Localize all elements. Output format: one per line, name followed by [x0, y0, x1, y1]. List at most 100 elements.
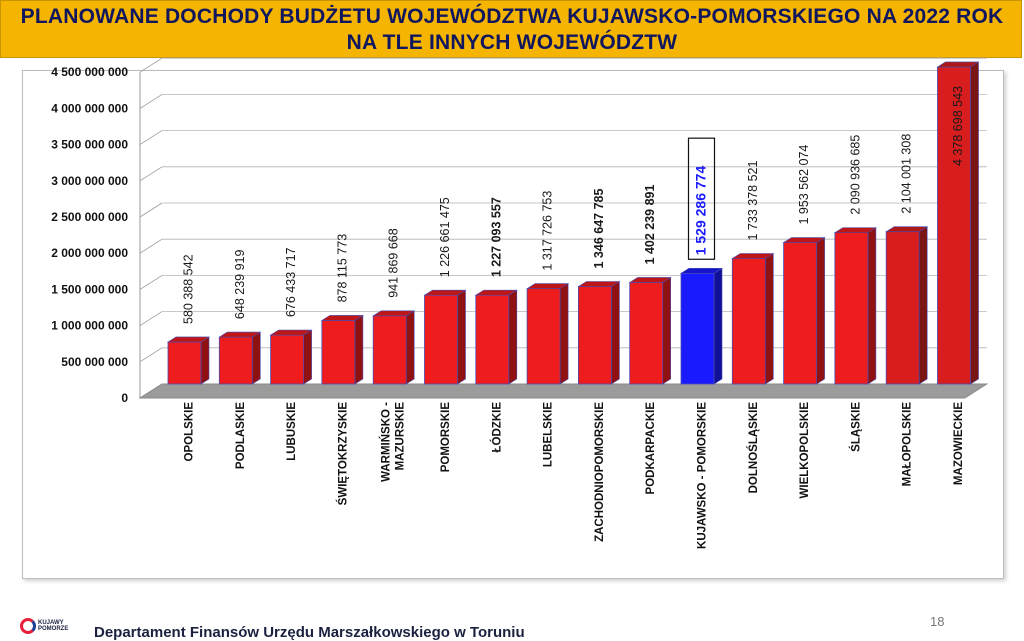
bar-side — [303, 329, 312, 385]
y-tick-label: 1 500 000 000 — [51, 282, 128, 296]
bar-top — [423, 289, 467, 296]
bar-top — [885, 226, 929, 232]
bar-side — [662, 276, 672, 385]
x-tick-label: LUBUSKIE — [286, 402, 298, 461]
bar-side — [867, 227, 877, 385]
y-tick-label: 0 — [121, 391, 128, 405]
logo-mark-icon — [20, 618, 36, 634]
x-tick-label: ŁÓDZKIE — [490, 402, 503, 453]
bar-side — [354, 314, 364, 385]
logo-text: KUJAWY POMORZE — [38, 620, 69, 632]
bar — [167, 341, 202, 385]
bar — [578, 286, 612, 385]
x-tick-label: ŚLĄSKIE — [849, 402, 862, 452]
bar — [783, 242, 817, 385]
x-tick-label: MAZOWIECKIE — [953, 402, 965, 485]
bar-top — [577, 281, 621, 287]
data-label: 878 115 773 — [335, 234, 349, 303]
bar — [424, 294, 458, 385]
page-number: 18 — [930, 614, 945, 629]
gridline-depth — [139, 166, 163, 182]
bar-side — [713, 267, 723, 385]
bar-top — [269, 329, 313, 336]
y-tick-label: 4 000 000 000 — [51, 101, 128, 115]
y-tick-label: 3 000 000 000 — [51, 174, 128, 188]
data-label: 1 529 286 774 — [693, 166, 709, 256]
gridline-depth — [139, 94, 163, 109]
bar-side — [559, 283, 569, 385]
bar — [834, 232, 869, 385]
data-label: 2 104 001 308 — [900, 134, 914, 214]
bar-top — [166, 336, 211, 343]
y-tick-label: 500 000 000 — [61, 355, 128, 369]
data-label: 1 733 378 521 — [746, 161, 760, 241]
data-label: 1 317 726 753 — [541, 191, 555, 271]
x-tick-label: MAŁOPOLSKIE — [902, 402, 914, 487]
data-label: 1 953 562 074 — [797, 145, 811, 225]
x-tick-label: POMORSKIE — [440, 402, 452, 473]
y-tick-label: 2 500 000 000 — [51, 210, 128, 224]
page-title-line-2: NA TLE INNYCH WOJEWÓDZTW — [346, 31, 678, 54]
data-label: 676 433 717 — [284, 247, 298, 317]
bar-side — [816, 237, 825, 385]
data-label: 4 378 698 543 — [951, 86, 965, 166]
data-label: 1 227 093 557 — [489, 197, 503, 277]
data-label: 580 388 542 — [182, 254, 196, 324]
bar — [526, 288, 561, 385]
x-tick-label: DOLNOŚLĄSKIE — [747, 402, 760, 494]
bar — [321, 320, 356, 385]
title-banner: PLANOWANE DOCHODY BUDŻETU WOJEWÓDZTWA KU… — [0, 0, 1022, 58]
bar-top — [526, 283, 570, 289]
bar — [372, 315, 407, 385]
footer-department: Departament Finansów Urzędu Marszałkowsk… — [94, 624, 525, 641]
bar-top — [731, 253, 775, 259]
y-tick-label: 2 000 000 000 — [51, 246, 128, 260]
gridline-depth — [139, 238, 163, 254]
kujawy-pomorze-logo: KUJAWY POMORZE — [20, 618, 80, 640]
bar-side — [970, 61, 979, 385]
y-tick-label: 4 500 000 000 — [51, 65, 128, 79]
x-tick-label-cont: MAZURSKIE — [395, 402, 407, 471]
gridline-depth — [139, 57, 163, 73]
bar — [885, 231, 920, 385]
bar-top — [782, 237, 826, 243]
bar-side — [764, 252, 774, 385]
x-tick-label: KUJAWSKO - POMORSKIE — [697, 402, 709, 549]
bar — [680, 272, 715, 385]
bar-top — [936, 61, 980, 68]
bar — [731, 258, 766, 385]
x-tick-label: PODLASKIE — [235, 402, 247, 469]
gridline-depth — [139, 275, 163, 290]
bar-side — [405, 310, 415, 385]
bar-side — [918, 226, 928, 385]
bar — [629, 282, 664, 385]
chart-floor — [138, 383, 989, 399]
bar — [270, 334, 305, 385]
bar-side — [252, 331, 261, 385]
bar-top — [218, 331, 262, 338]
page-title-line-1: PLANOWANE DOCHODY BUDŻETU WOJEWÓDZTWA KU… — [20, 5, 1004, 28]
bar-top — [320, 315, 364, 321]
bar-side — [457, 289, 466, 385]
gridline-depth — [139, 202, 163, 218]
bar — [475, 294, 510, 385]
bar-top — [628, 277, 672, 283]
gridline-depth — [139, 347, 163, 363]
y-tick-label: 3 500 000 000 — [51, 138, 128, 152]
gridline-depth — [139, 130, 163, 145]
bar-top — [474, 289, 518, 296]
bar-top — [679, 267, 724, 274]
gridline-depth — [139, 311, 163, 326]
x-tick-label: WIELKOPOLSKIE — [799, 402, 811, 499]
x-tick-label: WARMIŃSKO - — [380, 402, 393, 482]
bar — [218, 336, 253, 385]
bar-side — [611, 280, 620, 385]
x-tick-label: ZACHODNIOPOMORSKIE — [594, 402, 606, 542]
data-label: 1 346 647 785 — [592, 189, 606, 269]
x-tick-label: LUBELSKIE — [543, 402, 555, 468]
bar-top — [372, 310, 416, 317]
bar — [937, 66, 971, 385]
data-label: 1 402 239 891 — [643, 184, 657, 264]
bar-side — [508, 289, 518, 385]
